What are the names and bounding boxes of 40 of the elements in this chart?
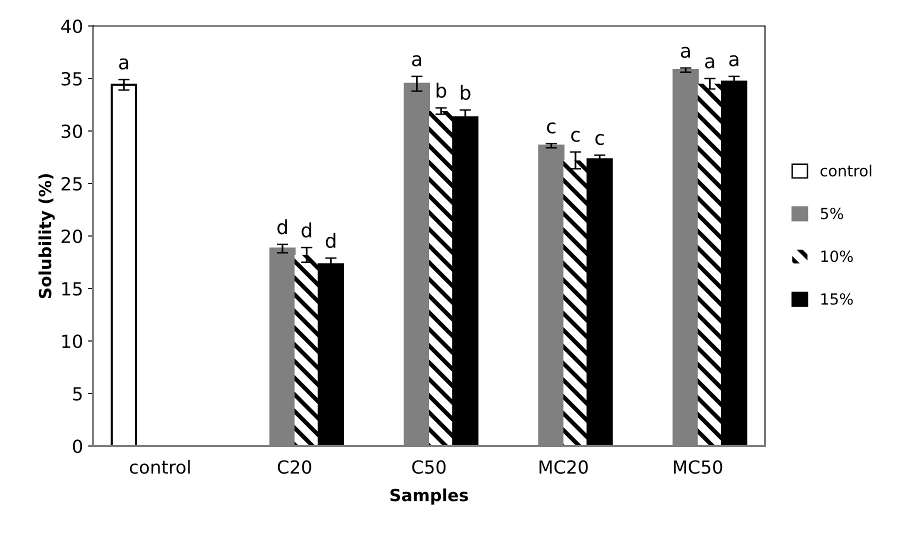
data-label: c <box>571 130 580 142</box>
x-tick-label: MC50 <box>674 460 722 474</box>
legend-label: control <box>820 164 872 177</box>
data-label: c <box>595 134 604 146</box>
data-label: a <box>729 55 738 66</box>
data-label: a <box>705 57 714 68</box>
bar <box>429 111 454 446</box>
data-label: a <box>412 55 422 66</box>
bar <box>110 84 138 446</box>
y-tick-label: 5 <box>73 387 82 401</box>
x-tick-label: C50 <box>412 460 446 474</box>
legend-label: 15% <box>821 293 853 305</box>
y-tick-label: 40 <box>61 19 82 34</box>
data-label: b <box>436 82 446 98</box>
y-tick-label: 30 <box>62 124 82 138</box>
y-tick-label: 10 <box>62 334 82 348</box>
x-tick-label: C20 <box>278 460 312 474</box>
data-label: a <box>119 58 128 70</box>
bar <box>698 84 722 446</box>
data-label: d <box>326 232 336 248</box>
bar <box>586 158 613 446</box>
x-axis-title: Samples <box>390 488 468 505</box>
bar <box>720 80 748 446</box>
y-tick-label: 25 <box>62 176 82 191</box>
data-label: a <box>680 46 690 58</box>
data-label: d <box>302 222 312 238</box>
x-tick-label: control <box>130 460 190 474</box>
data-label: b <box>460 84 470 100</box>
y-axis-title: Solubility (%) <box>38 174 55 298</box>
bar <box>563 160 588 446</box>
y-tick-label: 35 <box>62 72 82 86</box>
y-tick-label: 15 <box>62 282 82 296</box>
y-tick-label: 0 <box>72 439 82 454</box>
x-tick-label: MC20 <box>540 460 588 474</box>
y-tick-label: 20 <box>62 229 82 244</box>
data-label: d <box>277 219 287 234</box>
legend-label: 5% <box>820 208 844 220</box>
bar <box>294 254 319 446</box>
legend-label: 10% <box>821 250 853 262</box>
data-label: c <box>547 122 556 134</box>
